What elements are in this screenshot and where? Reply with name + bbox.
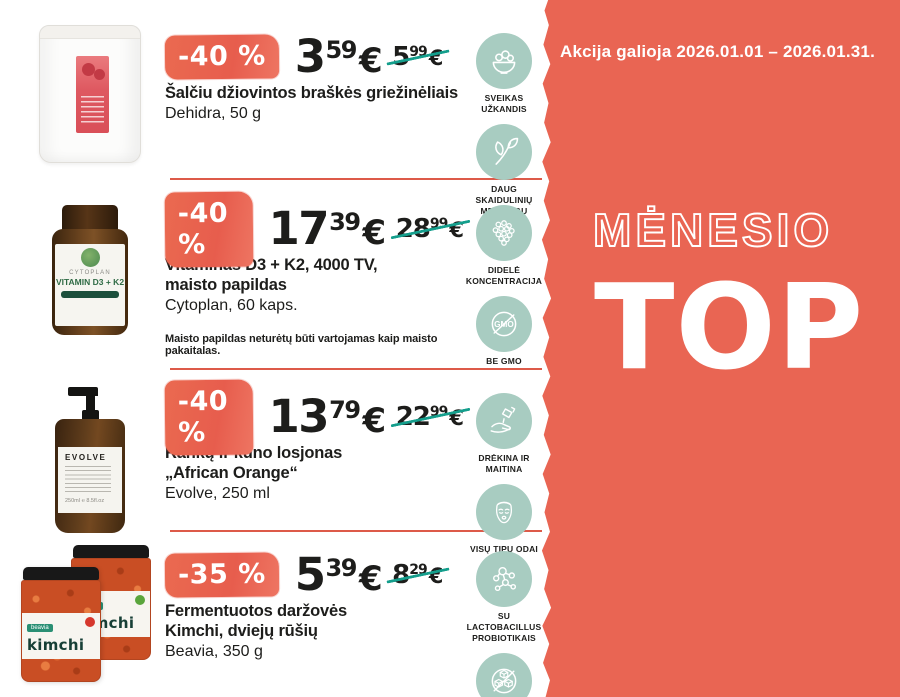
old-price: 8 29 € (386, 562, 450, 589)
validity-text: Akcija galioja 2026.01.01 – 2026.01.31. (560, 42, 875, 61)
feature-probiotics: SU LACTOBACILLUS PROBIOTIKAIS (463, 551, 545, 644)
discount-badge: -40 % (164, 379, 253, 455)
product-title-line2: maisto papildas (165, 276, 287, 295)
pump-spout (68, 387, 98, 396)
product-title: Fermentuotos daržovės (165, 602, 347, 620)
product-title-line2: „African Orange“ (165, 464, 298, 483)
feature-healthy-snack: SVEIKAS UŽKANDIS (463, 33, 545, 115)
product-row-kimchi: beavia kimchi beavia kimchi (15, 543, 545, 697)
row-divider (170, 178, 542, 180)
product-photo-kimchi-jars: beavia kimchi beavia kimchi (15, 543, 165, 685)
feature-no-added-sugar: BE PRIDĖTO CUKRAUS (463, 653, 545, 697)
promo-title-outline: MĖNESIO (592, 198, 885, 265)
promo-title-menesio: MĖNESIO (593, 204, 833, 256)
molecule-cluster-icon (476, 205, 532, 261)
product-photo-vitamin-bottle: CYTOPLAN VITAMIN D3 + K2 (52, 205, 128, 335)
feature-no-gmo: GMO BE GMO (476, 296, 532, 367)
euro-sign: € (449, 218, 464, 243)
discount-badge: -35 % (164, 552, 279, 598)
feature-high-concentration: DIDELĖ KONCENTRACIJA (463, 205, 545, 287)
euro-sign: € (428, 46, 444, 71)
product-row-lotion: EVOLVE 250ml ℮ 8.5fl.oz -40 % 13 79 € 22… (15, 379, 545, 554)
promo-title-top: TOP (594, 258, 865, 396)
old-price: 22 99 € (390, 404, 471, 431)
product-title: Šalčiu džiovintos braškės griežinėliais (165, 84, 458, 102)
current-price: 3 59 € (294, 29, 383, 83)
no-gmo-icon: GMO (476, 296, 532, 353)
product-brand: Evolve, 250 ml (165, 485, 270, 503)
no-sugar-icon (476, 653, 532, 697)
lotion-hand-icon (476, 393, 532, 449)
product-row-strawberries: -40 % 3 59 € 5 99 € Šalčiu džiovintos br… (15, 25, 545, 216)
euro-sign: € (362, 212, 387, 253)
row-divider (170, 368, 542, 370)
row-divider (170, 530, 542, 532)
euro-sign: € (428, 564, 444, 589)
product-brand: Cytoplan, 60 kaps. (165, 297, 298, 315)
euro-sign: € (362, 400, 387, 441)
discount-badge: -40 % (164, 34, 279, 80)
promo-panel (541, 0, 900, 697)
product-title-line2: Kimchi, dviejų rūšių (165, 622, 318, 641)
salad-bowl-icon (476, 33, 532, 89)
euro-sign: € (449, 406, 464, 431)
leaf-logo (80, 248, 100, 267)
leaves-icon (476, 124, 532, 181)
mild-dot (135, 595, 145, 605)
old-price: 28 99 € (390, 216, 471, 243)
face-icon (475, 484, 532, 541)
product-photo-lotion-bottle: EVOLVE 250ml ℮ 8.5fl.oz (55, 387, 125, 533)
product-brand: Beavia, 350 g (165, 643, 263, 661)
current-price: 13 79 € (268, 389, 387, 443)
current-price: 17 39 € (268, 201, 387, 255)
product-photo-pouch (39, 25, 141, 163)
feature-all-skin-types: VISŲ TIPŲ ODAI (470, 484, 538, 555)
probiotic-molecule-icon (476, 551, 532, 607)
product-brand: Dehidra, 50 g (165, 105, 262, 123)
product-row-vitamins: CYTOPLAN VITAMIN D3 + K2 -40 % 17 39 € 2… (15, 191, 545, 367)
old-price: 5 99 € (386, 44, 450, 71)
euro-sign: € (358, 558, 383, 599)
feature-moisturizes: DRĖKINA IR MAITINA (463, 393, 545, 475)
discount-badge: -40 % (164, 191, 253, 267)
hot-dot (85, 617, 95, 627)
supplement-disclaimer: Maisto papildas neturėtų būti vartojamas… (165, 333, 438, 358)
euro-sign: € (358, 40, 383, 81)
current-price: 5 39 € (294, 547, 383, 601)
